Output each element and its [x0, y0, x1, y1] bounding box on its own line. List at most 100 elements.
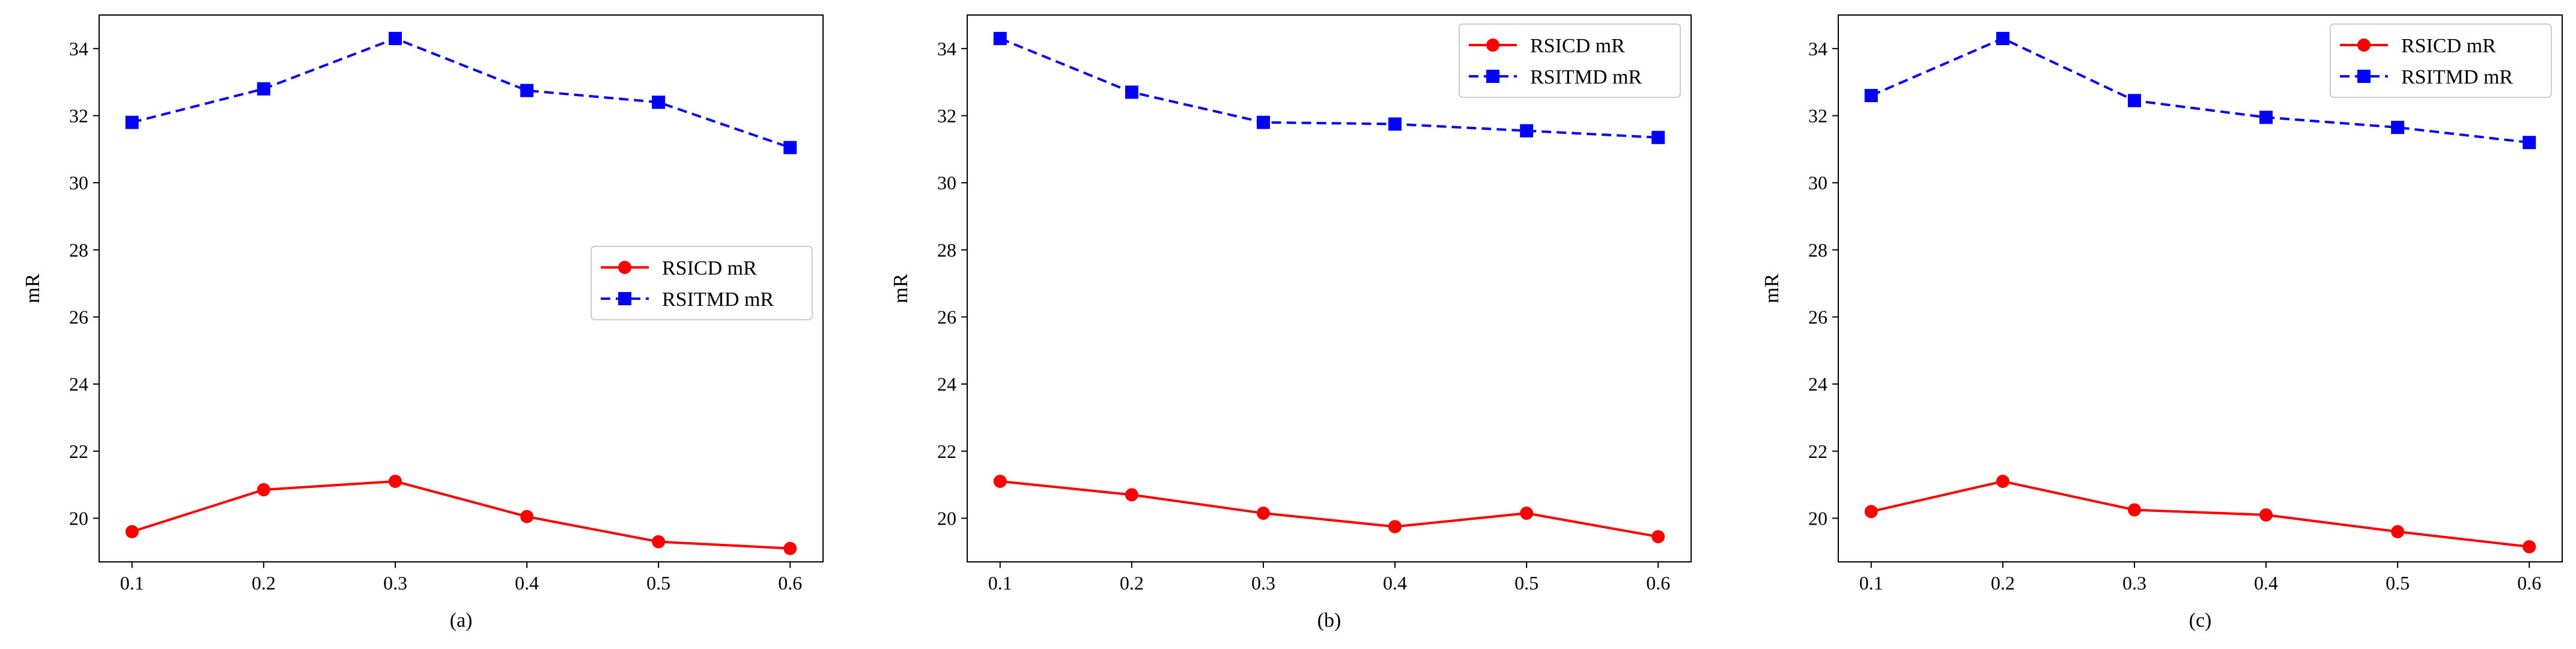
data-point-rsicd — [783, 541, 797, 555]
data-point-rsitmd — [520, 84, 534, 97]
y-tick-label: 22 — [1808, 440, 1827, 462]
data-point-rsitmd — [388, 32, 402, 46]
legend: RSICD mR RSITMD mR — [2330, 23, 2552, 98]
y-tick-label: 32 — [937, 105, 956, 126]
chart-panel-a: 0.1 0.2 0.3 0.4 0.5 0.6 20 22 24 26 28 30 32 34 mR (a) R… — [22, 14, 824, 632]
data-point-rsitmd — [1388, 117, 1402, 131]
y-tick-label: 20 — [937, 507, 956, 529]
data-point-rsicd — [1256, 507, 1270, 520]
legend: RSICD mR RSITMD mR — [591, 246, 813, 320]
y-tick-label: 32 — [69, 105, 88, 126]
x-tick-label: 0.1 — [988, 572, 1012, 594]
panel-caption: (b) — [1317, 609, 1341, 632]
x-tick-label: 0.5 — [2386, 572, 2410, 594]
legend-label: RSITMD mR — [662, 288, 774, 311]
x-tick-label: 0.2 — [252, 572, 276, 594]
legend-label: RSICD mR — [662, 257, 757, 279]
legend-label: RSITMD mR — [1530, 66, 1642, 88]
x-tick-label: 0.4 — [1383, 572, 1407, 594]
y-tick-label: 28 — [937, 239, 956, 261]
y-tick-label: 20 — [69, 507, 88, 529]
x-tick-label: 0.2 — [1991, 572, 2015, 594]
data-point-rsicd — [388, 475, 402, 489]
series-line-rsitmd — [1000, 37, 1659, 139]
data-point-rsicd — [1864, 505, 1878, 519]
series-line-rsitmd — [1870, 37, 2530, 144]
legend-box — [591, 246, 813, 320]
y-tick-label: 30 — [937, 172, 956, 193]
data-point-rsitmd — [2391, 121, 2405, 135]
y-tick-label: 32 — [1808, 105, 1827, 126]
chart-panel-c: 0.1 0.2 0.3 0.4 0.5 0.6 20 22 24 26 28 30 32 34 mR (c) R… — [1761, 14, 2563, 632]
data-point-rsicd — [257, 483, 270, 496]
plot-frame — [99, 14, 824, 562]
data-point-rsitmd — [1864, 88, 1878, 102]
y-tick-label: 30 — [1808, 172, 1827, 193]
y-tick-label: 28 — [1808, 239, 1827, 261]
x-tick-label: 0.3 — [2122, 572, 2146, 594]
panel-caption: (a) — [450, 609, 473, 632]
y-tick-label: 26 — [1808, 306, 1827, 328]
legend-marker — [1486, 70, 1499, 83]
x-tick-label: 0.5 — [646, 572, 670, 594]
data-point-rsicd — [652, 535, 666, 549]
panel-caption: (c) — [2189, 609, 2212, 632]
legend-label: RSITMD mR — [2401, 66, 2513, 88]
chart-panel-b: 0.1 0.2 0.3 0.4 0.5 0.6 20 22 24 26 28 30 32 34 mR (b) R… — [890, 14, 1692, 632]
y-tick-label: 28 — [69, 239, 88, 261]
legend-box — [2330, 23, 2552, 98]
y-tick-label: 26 — [937, 306, 956, 328]
data-point-rsitmd — [993, 32, 1007, 46]
x-tick-label: 0.1 — [1859, 572, 1883, 594]
series-line-rsitmd — [132, 37, 791, 149]
series-line-rsicd — [1871, 480, 2530, 548]
legend-label: RSICD mR — [2401, 35, 2496, 57]
legend: RSICD mR RSITMD mR — [1459, 23, 1681, 98]
legend-marker — [2357, 70, 2371, 83]
x-tick-label: 0.5 — [1514, 572, 1539, 594]
y-tick-label: 20 — [1808, 507, 1827, 529]
legend-marker — [618, 261, 631, 274]
y-tick-label: 24 — [937, 373, 956, 395]
data-point-rsicd — [125, 525, 139, 538]
y-tick-label: 24 — [1808, 373, 1827, 395]
plot-frame — [1838, 14, 2563, 562]
data-point-rsicd — [993, 475, 1007, 489]
data-point-rsicd — [2523, 540, 2536, 553]
legend-marker — [618, 292, 631, 305]
data-point-rsitmd — [1520, 124, 1534, 138]
data-point-rsicd — [1996, 475, 2009, 489]
x-tick-label: 0.6 — [2517, 572, 2541, 594]
x-tick-label: 0.4 — [2254, 572, 2278, 594]
data-point-rsitmd — [783, 141, 797, 154]
y-tick-label: 34 — [937, 38, 956, 59]
data-point-rsitmd — [257, 82, 270, 96]
y-axis-label: mR — [1761, 273, 1783, 303]
data-point-rsitmd — [2523, 136, 2536, 150]
data-point-rsitmd — [2259, 111, 2273, 124]
x-tick-label: 0.4 — [515, 572, 539, 594]
series-line-rsicd — [132, 480, 791, 550]
y-tick-label: 22 — [937, 440, 956, 462]
y-tick-label: 22 — [69, 440, 88, 462]
legend-marker — [1486, 38, 1499, 52]
legend-label: RSICD mR — [1530, 35, 1625, 57]
legend-box — [1459, 23, 1681, 98]
data-point-rsicd — [1388, 520, 1402, 534]
y-tick-label: 30 — [69, 172, 88, 193]
x-tick-label: 0.6 — [1646, 572, 1670, 594]
legend-marker — [2357, 38, 2371, 52]
data-point-rsicd — [1125, 488, 1138, 502]
series-line-rsicd — [1000, 480, 1659, 538]
data-point-rsicd — [2259, 508, 2273, 522]
data-point-rsitmd — [652, 96, 666, 109]
data-point-rsicd — [1651, 530, 1665, 544]
x-tick-label: 0.2 — [1120, 572, 1144, 594]
data-point-rsitmd — [2127, 94, 2141, 108]
y-tick-label: 24 — [69, 373, 88, 395]
y-axis-label: mR — [22, 273, 44, 303]
data-point-rsicd — [2127, 503, 2141, 517]
data-point-rsitmd — [1651, 130, 1665, 144]
plot-frame — [967, 14, 1692, 562]
